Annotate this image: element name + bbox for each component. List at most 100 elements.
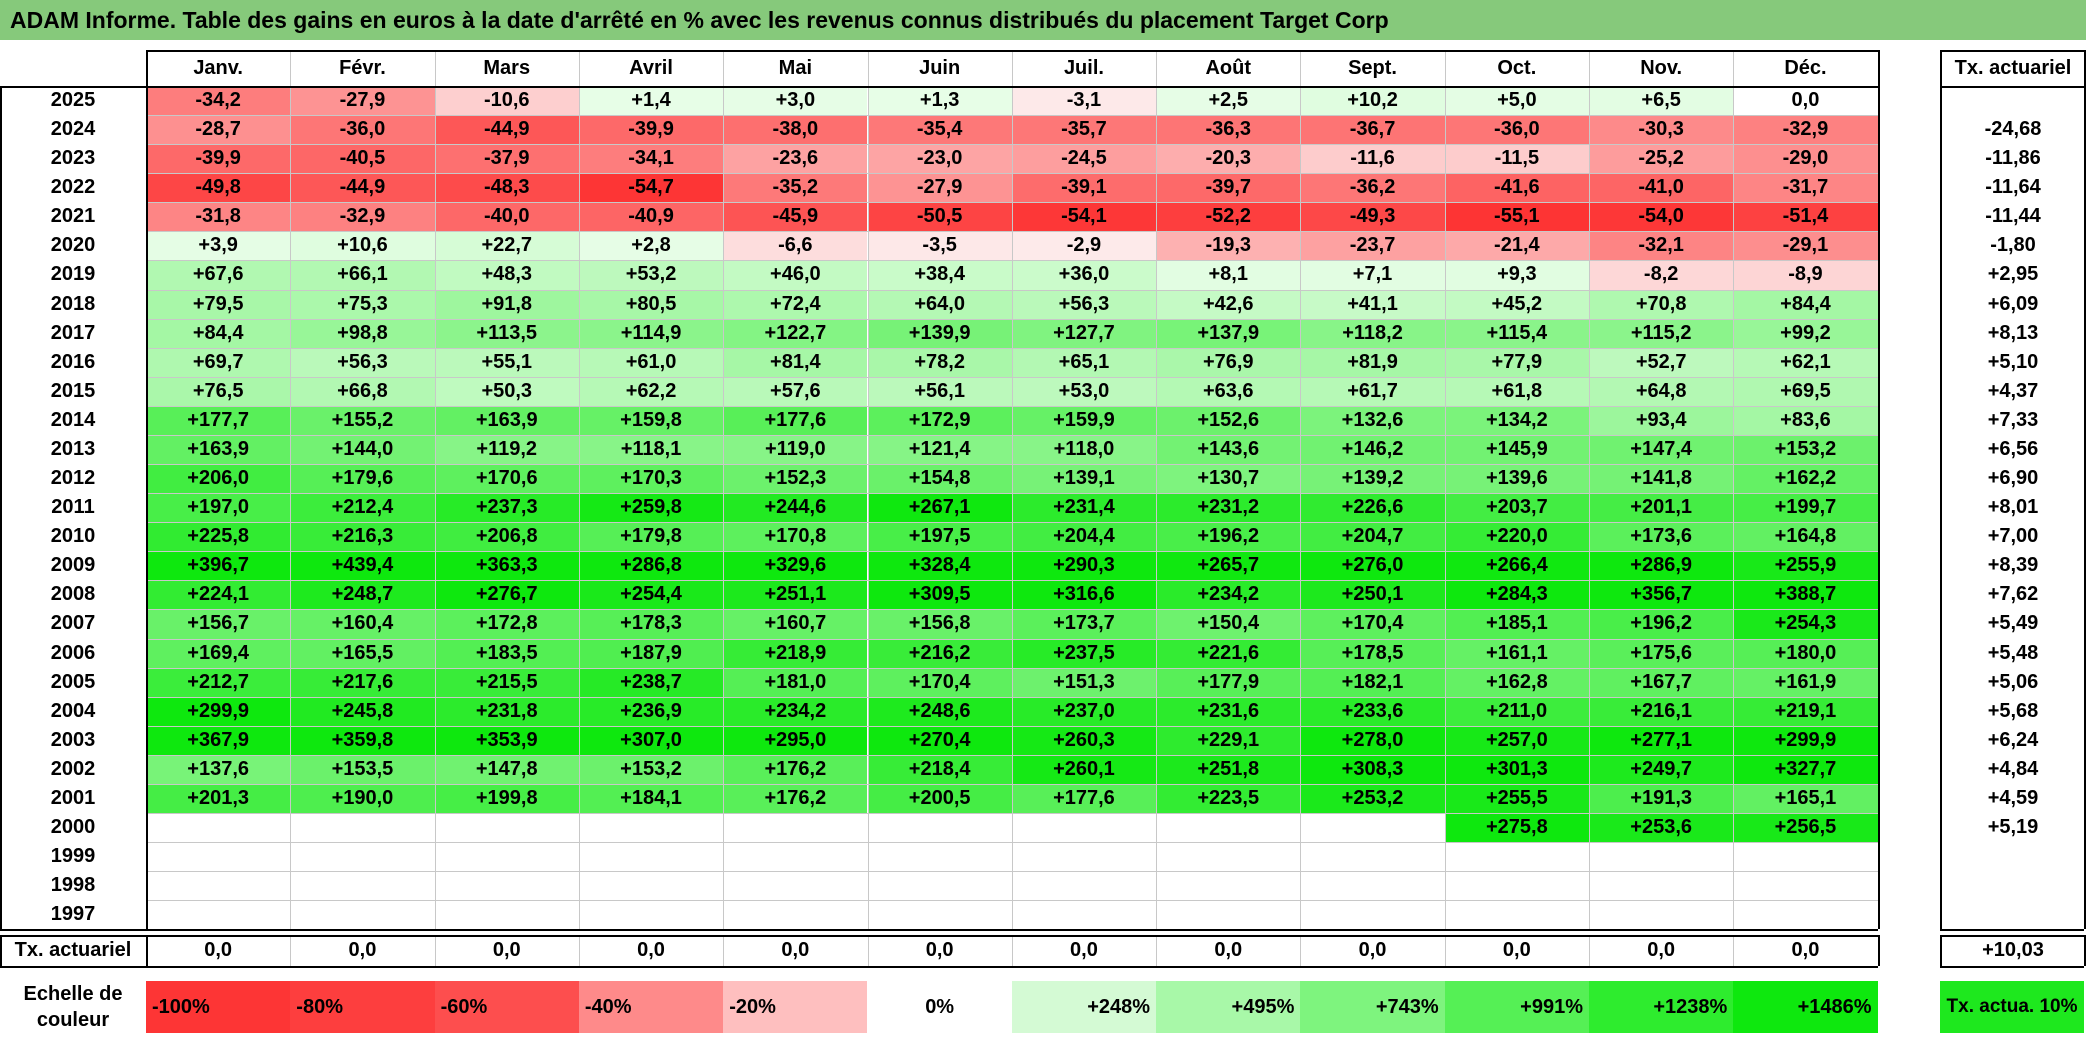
year-label: 2020 [50,234,96,257]
rate-cell: +7,33 [1987,408,2039,431]
year-label: 2014 [50,408,96,431]
table-cell: +164,8 [1733,522,1878,552]
table-cell: +147,4 [1589,434,1734,465]
table-cell: +237,0 [1011,696,1157,726]
table-cell: -41,6 [1444,173,1589,203]
table-cell: +439,4 [290,551,435,581]
table-cell: -36,3 [1156,115,1301,145]
year-label: 2007 [50,612,96,635]
grid-line [146,115,1878,117]
table-cell: -10,6 [434,86,579,116]
table-cell: +167,7 [1589,667,1734,697]
rate-cell: +8,39 [1987,554,2039,577]
year-label: 2024 [50,118,96,141]
table-border [1877,935,1880,966]
table-cell: -23,6 [723,144,868,174]
table-cell: +201,1 [1589,493,1734,523]
rate-cell: +4,37 [1987,379,2039,402]
table-cell: +176,2 [723,754,868,784]
footer-label: Tx. actuariel [14,939,132,961]
table-cell: -36,0 [1444,115,1589,145]
table-border [0,86,1878,88]
table-cell: +180,0 [1733,638,1878,668]
table-cell [723,900,868,930]
rate-cell: +6,90 [1987,467,2039,490]
table-cell: +162,2 [1733,464,1878,494]
table-cell: -32,9 [1733,115,1878,145]
table-cell: +178,5 [1300,638,1445,668]
year-label: 2013 [50,437,96,460]
table-cell: +65,1 [1011,347,1157,377]
month-header: Mars [483,57,531,79]
table-cell: +260,1 [1011,754,1157,784]
table-cell: +79,5 [146,289,291,319]
table-cell: +275,8 [1444,813,1589,843]
table-cell: +146,2 [1300,434,1445,465]
grid-line [146,900,1878,902]
grid-line [1589,50,1590,930]
table-cell [1300,900,1445,930]
table-cell: +41,1 [1300,289,1445,319]
table-cell: +156,8 [867,609,1012,639]
table-cell: +203,7 [1444,493,1589,523]
table-cell: +177,7 [146,405,291,435]
table-cell: +236,9 [578,696,724,726]
table-cell: +53,0 [1011,376,1157,406]
month-header: Févr. [339,57,386,79]
table-cell: +70,8 [1589,289,1734,319]
grid-line [146,260,1878,262]
table-cell: -39,9 [578,115,724,145]
table-cell: +181,0 [723,667,868,697]
table-cell: +327,7 [1733,754,1878,784]
scale-rate-legend: Tx. actua. 10% [1940,981,2084,1033]
table-cell: +173,6 [1589,522,1734,552]
year-label: 2004 [50,699,96,722]
table-cell: -30,3 [1589,115,1734,145]
table-cell: +10,6 [290,231,435,261]
table-cell: +3,0 [723,86,868,116]
table-border [0,929,1878,932]
year-label: 2010 [50,525,96,548]
table-cell: +55,1 [434,347,579,377]
table-cell: +231,4 [1011,493,1157,523]
table-cell: -38,0 [723,115,868,145]
grid-line [146,551,1878,553]
table-cell: +170,4 [867,667,1012,697]
table-cell: +114,9 [578,318,724,348]
table-cell: +118,0 [1011,434,1157,465]
grid-line [867,935,869,966]
table-cell [290,900,435,930]
table-cell: +295,0 [723,725,868,755]
table-cell: +299,9 [146,696,291,726]
year-label: 2019 [50,263,96,286]
table-cell: +265,7 [1156,551,1301,581]
table-border [1877,50,1880,930]
table-cell [1733,900,1878,930]
table-cell: -11,6 [1300,144,1445,174]
grid-line [146,754,1878,756]
footer-cell: 0,0 [1647,939,1676,961]
table-cell: +218,4 [867,754,1012,784]
table-cell [1300,813,1445,843]
table-cell [146,871,291,901]
table-cell: +226,6 [1300,493,1445,523]
table-cell [867,900,1012,930]
table-cell: +363,3 [434,551,579,581]
table-cell: +177,6 [1011,783,1157,813]
table-cell: -54,1 [1011,202,1157,232]
scale-step: -40% [578,981,724,1033]
grid-line [146,813,1878,814]
table-cell: +250,1 [1300,580,1445,610]
grid-line [578,935,580,966]
table-cell [434,871,579,901]
grid-line [146,289,1878,291]
month-header: Août [1205,57,1252,79]
table-cell [1300,842,1445,872]
table-cell: +81,9 [1300,347,1445,377]
rate-cell: +7,00 [1987,525,2039,548]
table-border [1940,966,2084,968]
table-cell: +197,5 [867,522,1012,552]
table-cell: +307,0 [578,725,724,755]
table-cell: +200,5 [867,783,1012,813]
table-cell: +121,4 [867,434,1012,465]
